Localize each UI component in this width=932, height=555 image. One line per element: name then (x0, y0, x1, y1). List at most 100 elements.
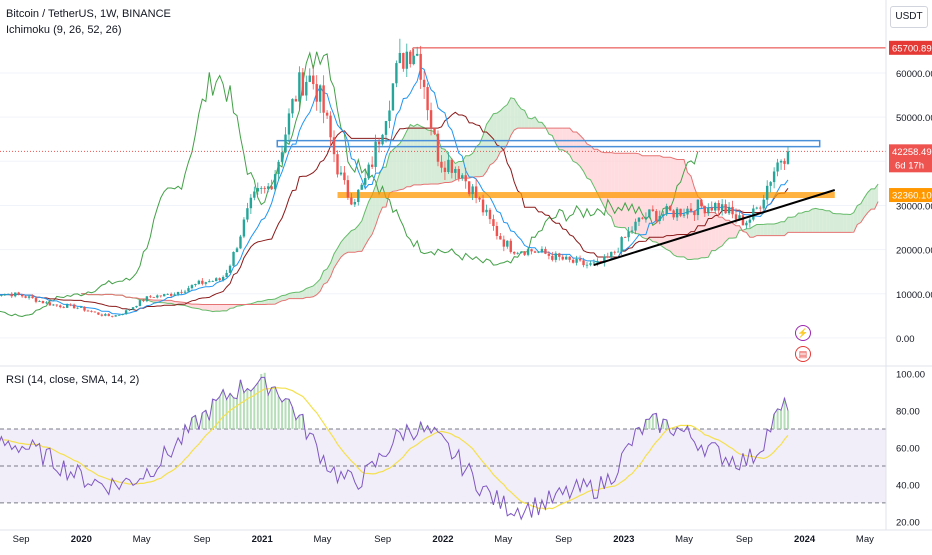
candle-body (731, 207, 733, 214)
cloud-segment (840, 214, 843, 233)
cloud-segment (393, 147, 396, 192)
candle-body (648, 209, 650, 217)
candle-body (475, 186, 477, 197)
cloud-segment (573, 132, 576, 163)
candle-body (607, 257, 609, 258)
candle-body (534, 251, 536, 252)
candle-body (468, 181, 470, 194)
cloud-segment (850, 213, 853, 233)
candle-body (416, 54, 418, 56)
price-tick-label: 0.00 (896, 334, 915, 345)
time-tick-label: Sep (555, 534, 572, 545)
cloud-segment (528, 118, 531, 128)
candle-body (264, 188, 266, 189)
price-label-countdown: 6d 17h (895, 160, 924, 171)
candle-body (433, 128, 435, 134)
candle-body (180, 292, 182, 293)
candle-body (610, 252, 612, 257)
candle-body (90, 311, 92, 312)
candle-body (489, 210, 491, 219)
candle-body (409, 52, 411, 64)
candle-body (461, 175, 463, 178)
candle-body (593, 263, 595, 264)
cloud-segment (694, 188, 697, 259)
cloud-segment (355, 225, 358, 252)
candle-body (530, 249, 532, 251)
candle-body (153, 297, 155, 298)
cloud-segment (403, 131, 406, 189)
candle-body (478, 198, 480, 200)
candle-body (267, 186, 269, 189)
candle-body (492, 219, 494, 226)
cloud-segment (389, 150, 392, 193)
candle-body (652, 209, 654, 211)
candle-body (541, 249, 543, 252)
candle-body (596, 261, 598, 263)
candle-body (0, 295, 2, 296)
candle-body (83, 307, 85, 311)
candle-body (558, 253, 560, 256)
candle-body (496, 226, 498, 236)
candle-body (579, 259, 581, 260)
candle-body (513, 252, 515, 254)
candle-body (135, 306, 137, 307)
lightning-icon[interactable]: ⚡ (795, 325, 811, 341)
candle-body (357, 190, 359, 202)
candle-body (73, 305, 75, 309)
cloud-segment (608, 153, 611, 217)
candle-body (374, 142, 376, 167)
candle-body (170, 294, 172, 296)
candle-body (56, 305, 58, 306)
senkou-a-line (81, 98, 878, 312)
candle-body (482, 200, 484, 213)
candle-body (499, 236, 501, 239)
rsi-tick-label: 40.00 (896, 480, 920, 491)
price-axis[interactable]: 60000.0050000.0040000.0030000.0020000.00… (886, 0, 932, 530)
candle-body (347, 180, 349, 197)
candle-body (194, 284, 196, 285)
price-tick-label: 20000.00 (896, 246, 932, 257)
candle-body (392, 83, 394, 110)
symbol-legend[interactable]: Bitcoin / TetherUS, 1W, BINANCE (6, 8, 171, 20)
rsi-tick-label: 80.00 (896, 407, 920, 418)
currency-button[interactable]: USDT (890, 6, 928, 28)
candle-body (458, 169, 460, 178)
candle-body (659, 216, 661, 221)
candle-body (627, 232, 629, 238)
us-flag-icon[interactable]: ▤ (795, 346, 811, 362)
cloud-segment (504, 105, 507, 150)
cloud-segment (400, 138, 403, 190)
cloud-segment (871, 189, 874, 209)
cloud-segment (757, 225, 760, 236)
candle-body (222, 277, 224, 280)
candle-body (215, 278, 217, 281)
candle-body (115, 315, 117, 316)
candle-body (728, 207, 730, 213)
time-tick-label: May (494, 534, 512, 545)
candle-body (274, 174, 276, 189)
candle-body (693, 211, 695, 215)
time-tick-label: 2020 (71, 534, 92, 545)
rsi-legend[interactable]: RSI (14, close, SMA, 14, 2) (6, 374, 139, 386)
time-tick-label: 2024 (794, 534, 816, 545)
cloud-segment (292, 292, 295, 298)
cloud-segment (611, 153, 614, 227)
candle-body (662, 214, 664, 216)
cloud-segment (487, 119, 490, 171)
candle-body (769, 182, 771, 186)
candle-body (284, 135, 286, 153)
candle-body (510, 241, 512, 252)
candle-body (655, 211, 657, 221)
candle-body (69, 304, 71, 305)
candle-body (142, 300, 144, 301)
cloud-segment (476, 144, 479, 177)
candle-body (679, 209, 681, 216)
candle-body (236, 248, 238, 252)
time-tick-label: Sep (374, 534, 391, 545)
price-label-text: 32360.10 (892, 191, 932, 202)
ichimoku-legend[interactable]: Ichimoku (9, 26, 52, 26) (6, 24, 122, 36)
ichimoku-lines (0, 52, 878, 317)
